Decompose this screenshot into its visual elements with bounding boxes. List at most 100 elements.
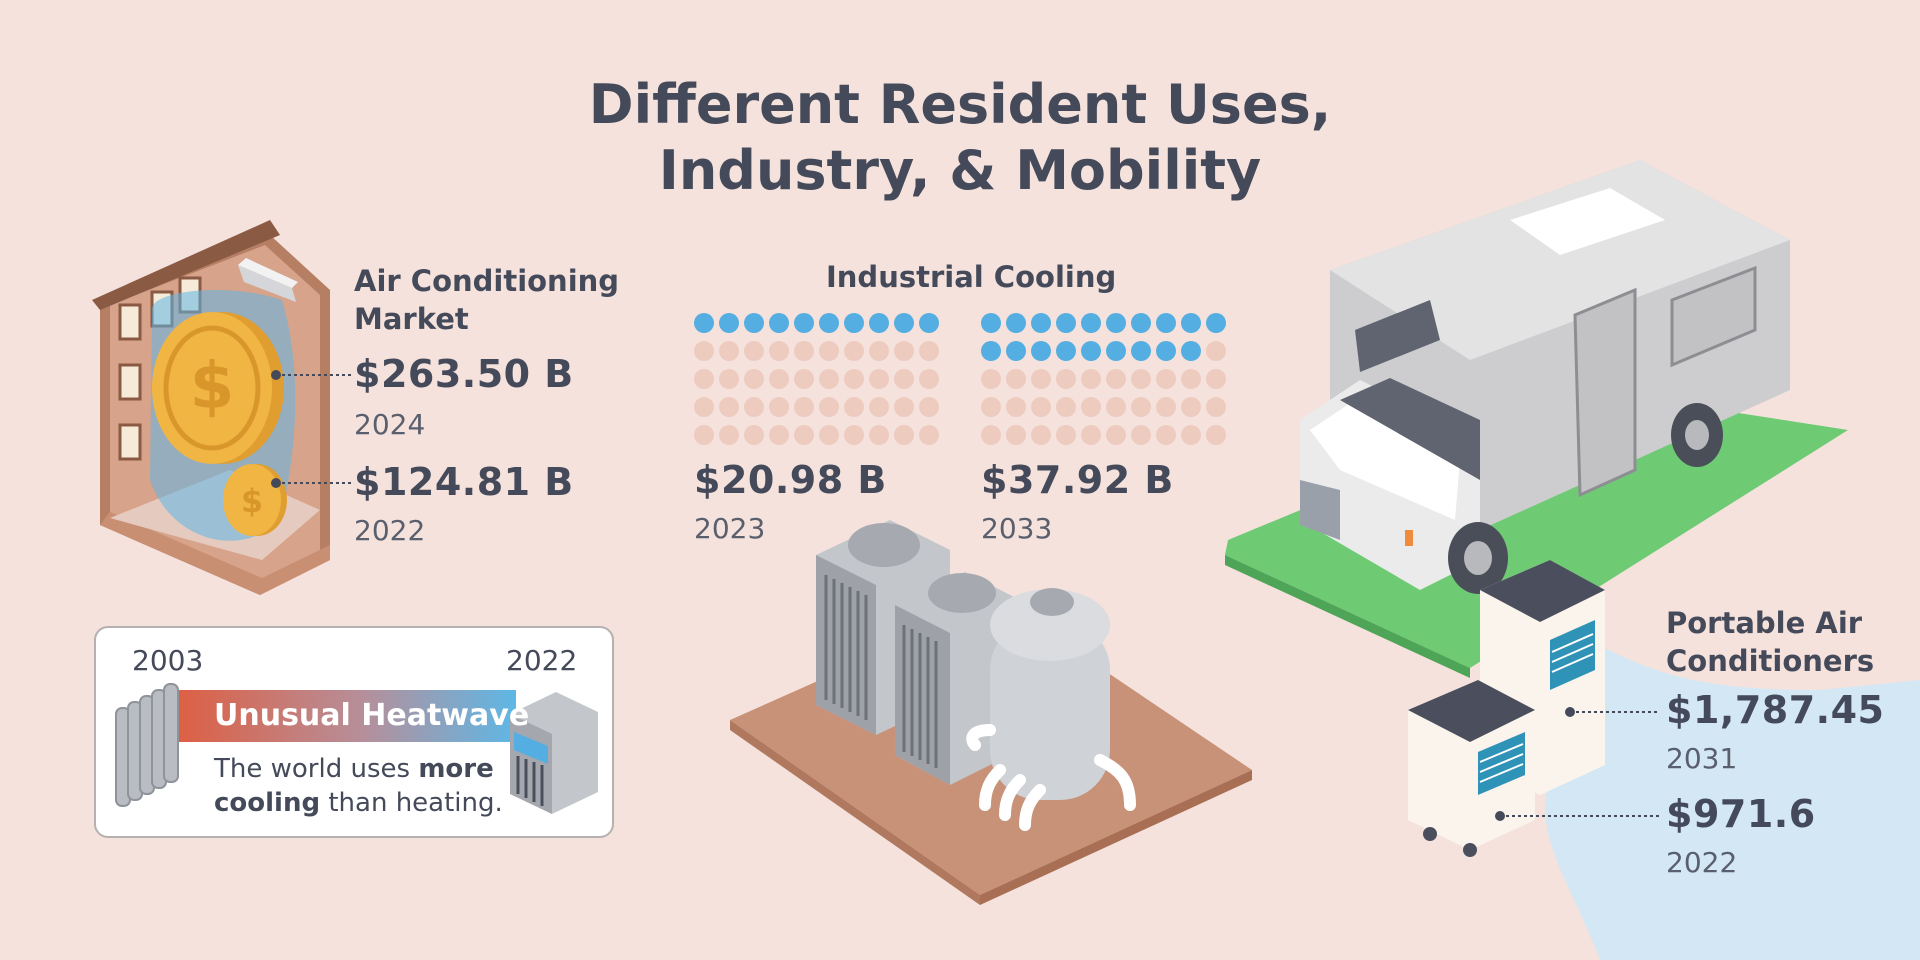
dot-empty: [869, 341, 889, 361]
portable-year-2031: 2031: [1666, 742, 1738, 775]
heatwave-text-bold-more: more: [418, 754, 494, 784]
dot-empty: [819, 369, 839, 389]
dot-filled: [1031, 341, 1051, 361]
cool-air-wave: [1545, 640, 1920, 960]
dot-empty: [1181, 397, 1201, 417]
dot-empty: [981, 369, 1001, 389]
dot-filled: [981, 341, 1001, 361]
dot-grid-2023: [694, 313, 939, 445]
dot-empty: [819, 341, 839, 361]
dot-empty: [844, 397, 864, 417]
dot-filled: [769, 313, 789, 333]
heatwave-year-right: 2022: [506, 644, 578, 677]
dot-filled: [844, 313, 864, 333]
dot-filled: [919, 313, 939, 333]
dot-empty: [794, 397, 814, 417]
dot-filled: [1156, 341, 1176, 361]
dot-filled: [1081, 313, 1101, 333]
dot-empty: [894, 425, 914, 445]
dot-filled: [1056, 313, 1076, 333]
ac-market-year-2024: 2024: [354, 408, 426, 441]
dot-empty: [769, 425, 789, 445]
dot-empty: [894, 397, 914, 417]
dot-empty: [819, 425, 839, 445]
dot-empty: [1206, 425, 1226, 445]
portable-heading-line2: Conditioners: [1666, 644, 1875, 678]
page-title: Different Resident Uses, Industry, & Mob…: [0, 72, 1920, 204]
dot-empty: [719, 369, 739, 389]
dot-filled: [894, 313, 914, 333]
dot-filled: [1056, 341, 1076, 361]
dot-empty: [1206, 341, 1226, 361]
dot-empty: [844, 341, 864, 361]
dot-filled: [719, 313, 739, 333]
dot-empty: [869, 397, 889, 417]
dot-empty: [1081, 397, 1101, 417]
ac-market-heading: Air Conditioning Market: [354, 262, 619, 338]
dot-empty: [1006, 425, 1026, 445]
dot-empty: [1131, 397, 1151, 417]
dot-empty: [1181, 369, 1201, 389]
dot-filled: [1006, 313, 1026, 333]
dot-empty: [694, 369, 714, 389]
dot-empty: [1056, 397, 1076, 417]
dot-empty: [769, 341, 789, 361]
dot-empty: [819, 397, 839, 417]
dot-empty: [1056, 369, 1076, 389]
ac-market-year-2022: 2022: [354, 514, 426, 547]
industrial-value-2033: $37.92 B: [981, 458, 1174, 502]
dot-filled: [981, 313, 1001, 333]
cooling-unit-icon: [510, 692, 598, 814]
dot-empty: [919, 341, 939, 361]
dot-filled: [1031, 313, 1051, 333]
industrial-heading: Industrial Cooling: [826, 260, 1117, 294]
dot-empty: [1131, 369, 1151, 389]
ac-market-heading-line2: Market: [354, 302, 469, 336]
portable-year-2022: 2022: [1666, 846, 1738, 879]
dot-empty: [794, 425, 814, 445]
dot-empty: [1081, 425, 1101, 445]
dot-filled: [1181, 313, 1201, 333]
dot-empty: [1156, 369, 1176, 389]
heatwave-text-post: than heating.: [320, 788, 503, 818]
dot-empty: [1106, 369, 1126, 389]
industrial-year-2023: 2023: [694, 512, 766, 545]
industrial-value-2023: $20.98 B: [694, 458, 887, 502]
dot-empty: [919, 425, 939, 445]
dot-empty: [719, 397, 739, 417]
dot-empty: [769, 369, 789, 389]
dot-filled: [1106, 341, 1126, 361]
dot-empty: [744, 341, 764, 361]
rv-illustration: [1225, 160, 1848, 678]
portable-heading: Portable Air Conditioners: [1666, 604, 1874, 680]
title-line-2: Industry, & Mobility: [658, 139, 1262, 202]
dot-empty: [1131, 425, 1151, 445]
dot-empty: [894, 369, 914, 389]
dot-empty: [794, 369, 814, 389]
dot-empty: [1106, 397, 1126, 417]
portable-value-2022: $971.6: [1666, 792, 1816, 836]
dot-empty: [1106, 425, 1126, 445]
dot-empty: [1156, 425, 1176, 445]
heatwave-text: The world uses more cooling than heating.: [214, 752, 504, 820]
dot-filled: [1131, 341, 1151, 361]
dot-empty: [694, 341, 714, 361]
dot-empty: [744, 425, 764, 445]
dot-empty: [981, 397, 1001, 417]
dot-filled: [1131, 313, 1151, 333]
dot-filled: [819, 313, 839, 333]
dot-empty: [844, 425, 864, 445]
heatwave-text-pre: The world uses: [214, 754, 419, 784]
dot-filled: [744, 313, 764, 333]
dot-empty: [894, 341, 914, 361]
dot-filled: [1156, 313, 1176, 333]
dot-empty: [744, 397, 764, 417]
dot-empty: [1031, 369, 1051, 389]
dot-empty: [719, 341, 739, 361]
coin-large-icon: $: [152, 312, 284, 464]
dot-empty: [869, 369, 889, 389]
dot-empty: [744, 369, 764, 389]
dot-empty: [1206, 369, 1226, 389]
dot-empty: [981, 425, 1001, 445]
